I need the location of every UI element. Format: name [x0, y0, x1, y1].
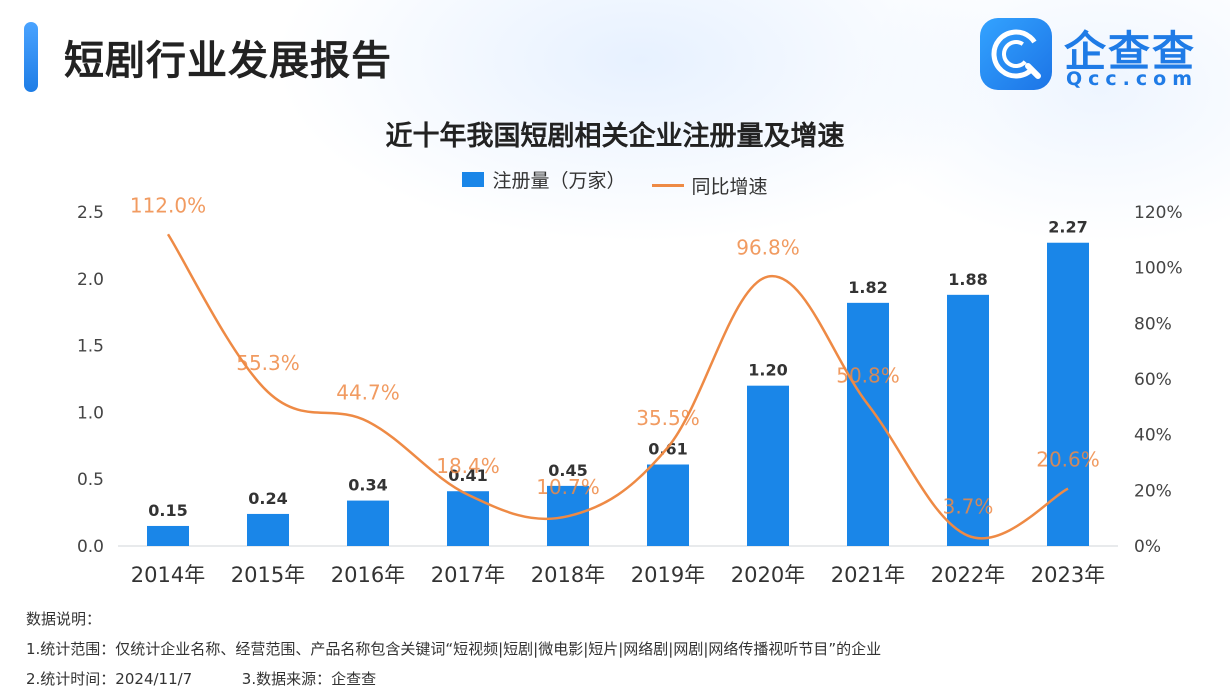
notes-source: 3.数据来源：企查查 [241, 670, 377, 688]
legend-item-growth: 同比增速 [651, 172, 768, 199]
bar [647, 464, 689, 546]
growth-value-label: 20.6% [1036, 448, 1100, 472]
bar [347, 500, 389, 546]
legend-label-registrations: 注册量（万家） [492, 170, 626, 192]
growth-line [166, 233, 1069, 540]
bar-value-label: 0.41 [448, 466, 487, 485]
bar [947, 294, 989, 546]
growth-value-label: 112.0% [130, 193, 206, 217]
x-tick-label: 2015年 [231, 563, 305, 587]
bar-value-label: 1.20 [748, 361, 787, 380]
y-left-tick-label: 0.0 [77, 537, 104, 557]
legend-label-growth: 同比增速 [691, 176, 768, 198]
notes-time: 2.统计时间：2024/11/7 [26, 670, 193, 688]
y-left-tick-label: 1.0 [77, 403, 104, 423]
bar-value-label: 1.82 [848, 278, 887, 297]
bar-value-label: 0.34 [348, 476, 387, 495]
x-tick-label: 2019年 [631, 563, 705, 587]
growth-value-label: 18.4% [436, 454, 500, 478]
legend-item-registrations: 注册量（万家） [462, 166, 625, 193]
bar [447, 491, 489, 546]
report-title: 短剧行业发展报告 [64, 38, 392, 84]
legend-bar-swatch [462, 172, 485, 187]
growth-value-label: 55.3% [236, 351, 300, 375]
bar [1047, 242, 1089, 546]
x-tick-label: 2023年 [1031, 563, 1105, 587]
y-right-tick-label: 40% [1134, 426, 1172, 446]
legend-line-swatch [651, 184, 684, 187]
y-right-tick-label: 20% [1134, 481, 1172, 501]
bar [247, 513, 289, 546]
notes-scope: 1.统计范围：仅统计企业名称、经营范围、产品名称包含关键词“短视频|短剧|微电影… [26, 640, 882, 658]
x-tick-label: 2017年 [431, 563, 505, 587]
bar-value-label: 0.45 [548, 461, 587, 480]
growth-value-label: 35.5% [636, 406, 700, 430]
title-accent-bar [24, 22, 38, 92]
bar-value-label: 2.27 [1048, 218, 1087, 237]
brand-name: 企查查 [1064, 27, 1197, 76]
growth-value-label: 96.8% [736, 236, 800, 260]
y-left-tick-label: 1.5 [77, 337, 104, 357]
bar-value-label: 1.88 [948, 270, 987, 289]
x-tick-label: 2021年 [831, 563, 905, 587]
brand-logo: 企查查 Qcc.com [980, 18, 1215, 98]
x-tick-label: 2020年 [731, 563, 805, 587]
data-notes: 数据说明： 1.统计范围：仅统计企业名称、经营范围、产品名称包含关键词“短视频|… [26, 604, 881, 694]
y-right-tick-label: 120% [1134, 203, 1183, 223]
y-left-tick-label: 2.5 [77, 203, 104, 223]
bar [147, 525, 189, 546]
growth-value-label: 44.7% [336, 381, 400, 405]
chart-legend: 注册量（万家） 同比增速 [0, 166, 1230, 199]
y-right-tick-label: 0% [1134, 537, 1161, 557]
y-right-tick-label: 60% [1134, 370, 1172, 390]
y-left-tick-label: 0.5 [77, 470, 104, 490]
x-tick-label: 2014年 [131, 563, 205, 587]
notes-meta: 2.统计时间：2024/11/7 3.数据来源：企查查 [26, 664, 881, 694]
chart-title: 近十年我国短剧相关企业注册量及增速 [385, 121, 845, 152]
y-left-tick-label: 2.0 [77, 270, 104, 290]
bar-value-label: 0.15 [148, 501, 187, 520]
x-tick-label: 2018年 [531, 563, 605, 587]
notes-heading: 数据说明： [26, 610, 102, 628]
brand-domain: Qcc.com [1066, 68, 1199, 90]
bar [747, 385, 789, 546]
y-right-tick-label: 80% [1134, 314, 1172, 334]
growth-value-label: 50.8% [836, 364, 900, 388]
growth-value-label: 10.7% [536, 475, 600, 499]
qcc-logo-icon [980, 18, 1052, 90]
x-tick-label: 2022年 [931, 563, 1005, 587]
x-tick-label: 2016年 [331, 563, 405, 587]
y-right-tick-label: 100% [1134, 259, 1183, 279]
growth-value-label: 3.7% [943, 495, 994, 519]
bar-value-label: 0.24 [248, 489, 287, 508]
